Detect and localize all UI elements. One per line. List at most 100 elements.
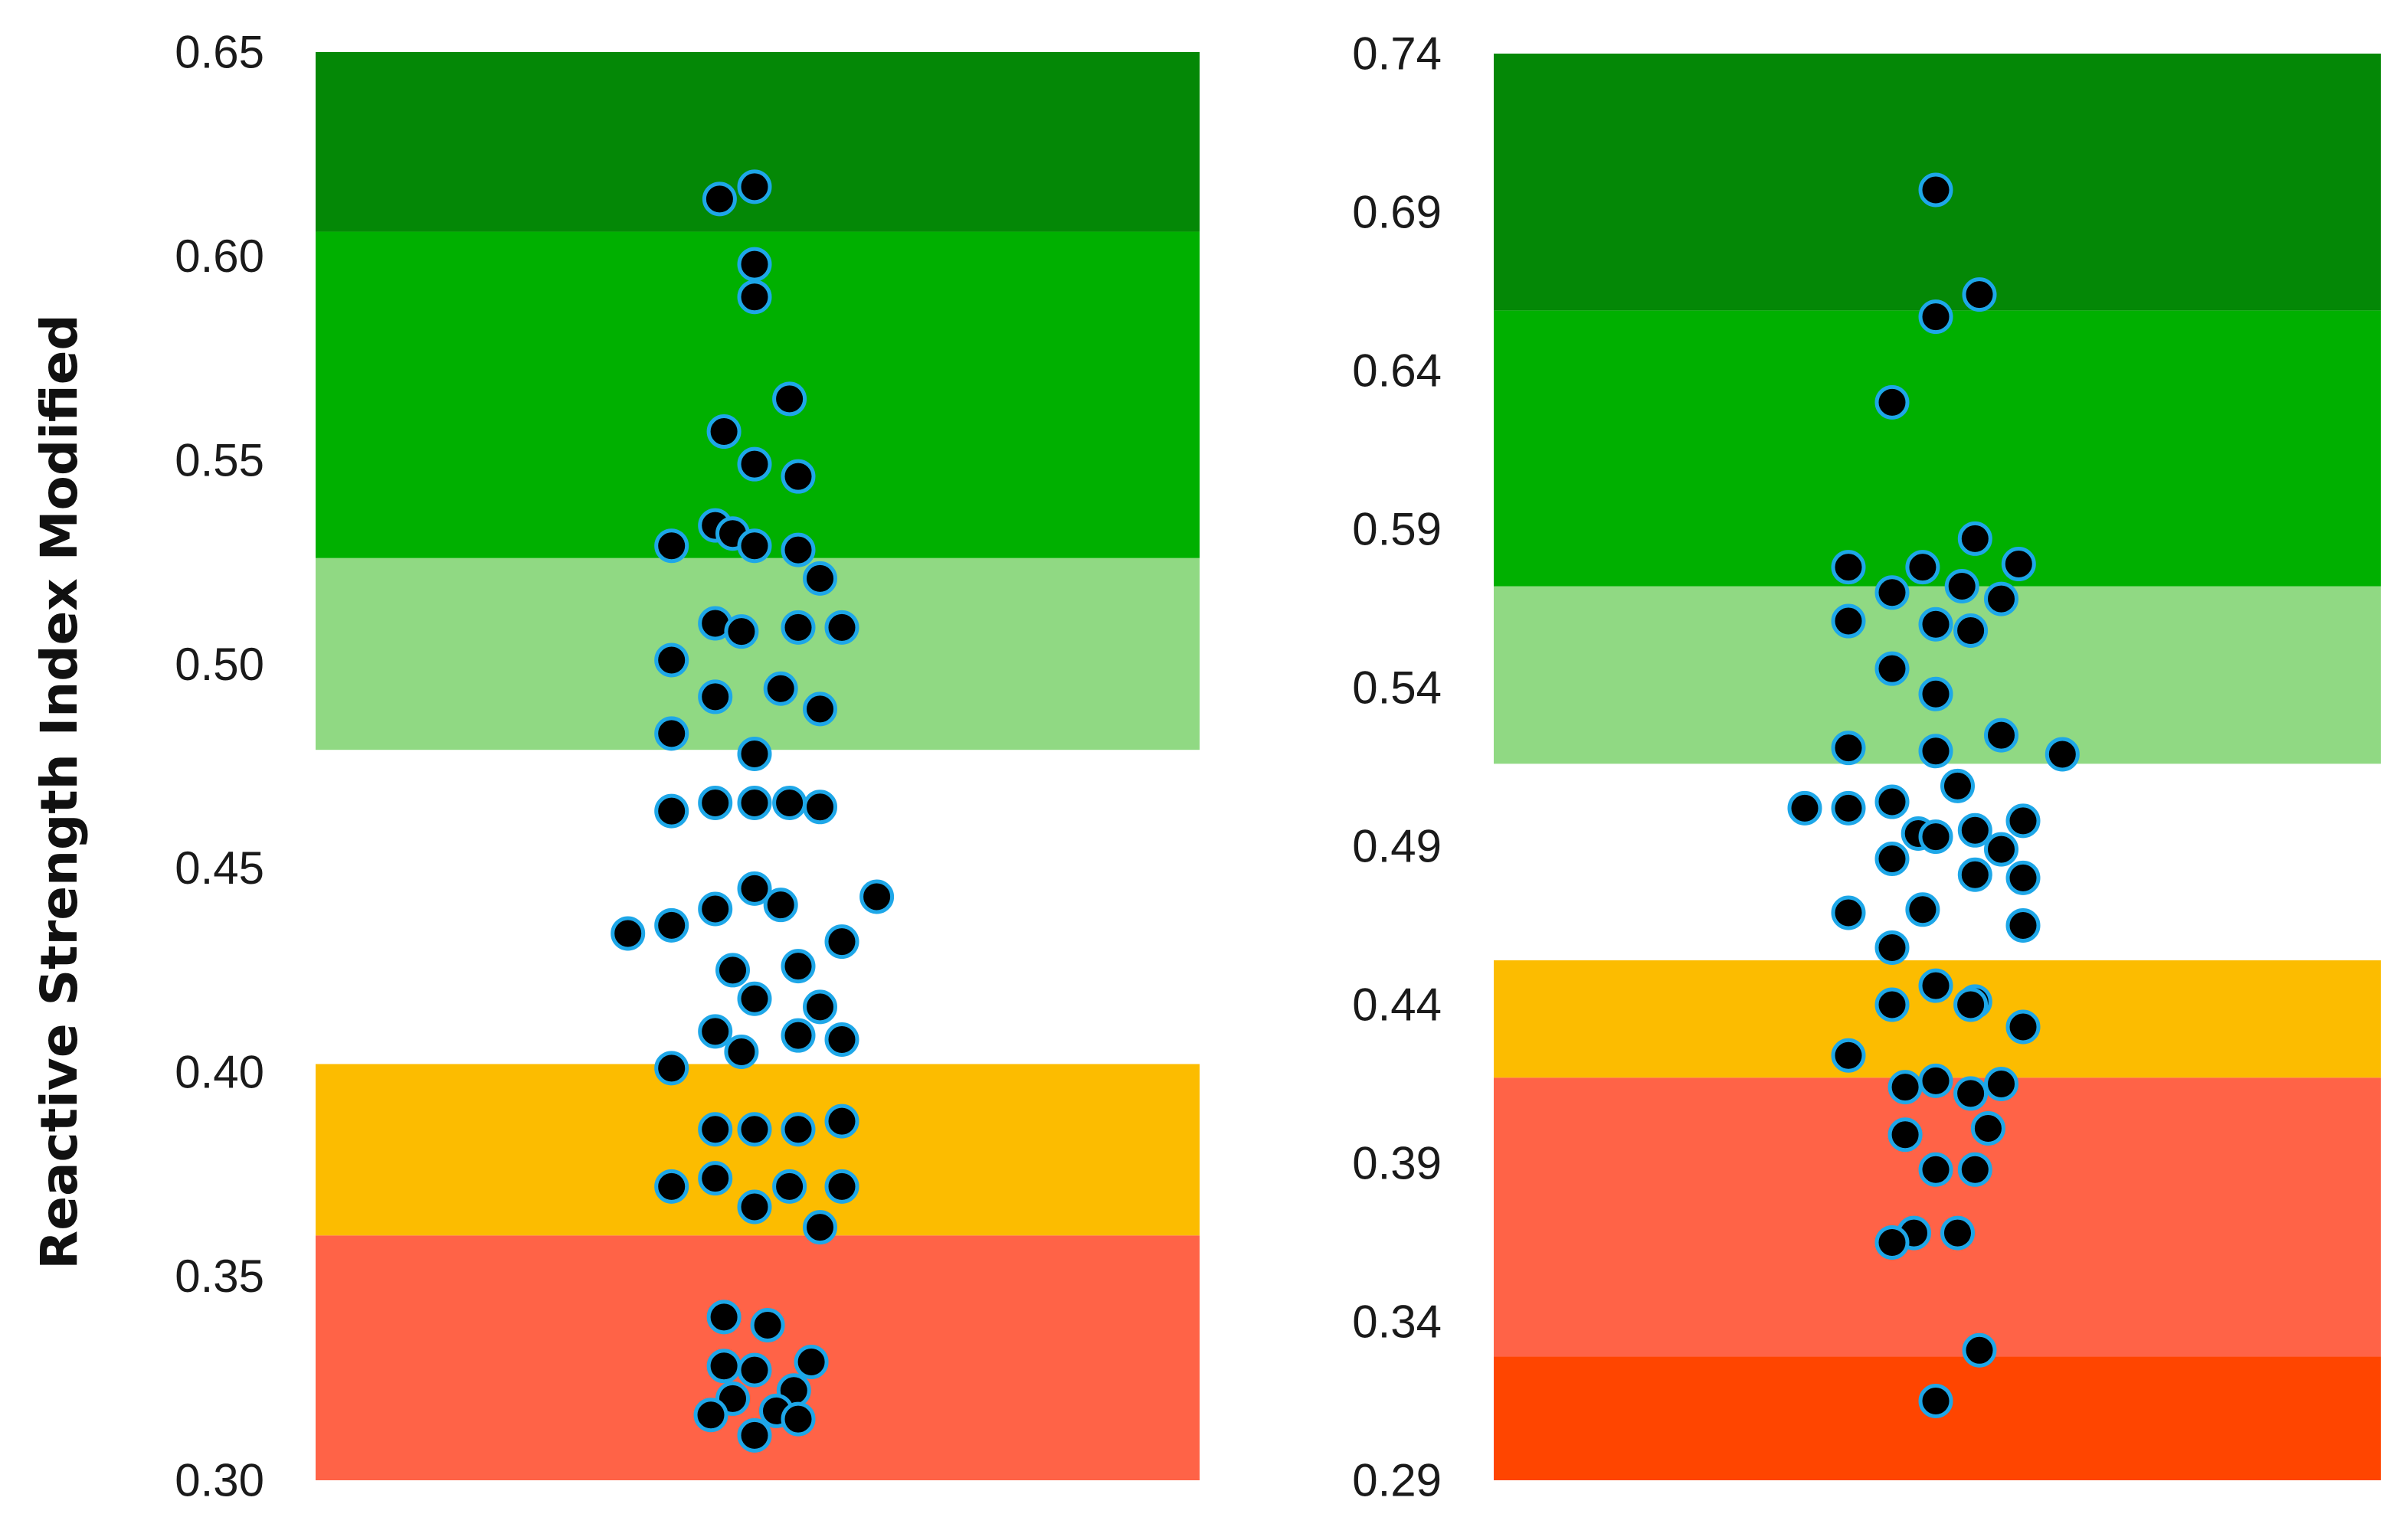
y-tick-label: 0.74 — [1352, 28, 1442, 80]
data-point — [781, 1018, 816, 1053]
band-0 — [1494, 1356, 2381, 1480]
data-point — [1953, 1076, 1989, 1111]
data-point — [2005, 1009, 2041, 1045]
data-point — [2045, 737, 2080, 772]
data-point — [803, 692, 837, 727]
data-point — [1957, 521, 1992, 556]
data-point — [698, 1112, 733, 1147]
y-tick-label: 0.55 — [175, 434, 264, 486]
data-point — [1874, 930, 1910, 965]
data-point — [2005, 860, 2041, 895]
data-point — [1887, 1117, 1923, 1153]
data-point — [824, 1022, 859, 1058]
data-point — [1918, 1152, 1953, 1187]
data-point — [737, 1417, 772, 1453]
y-tick-label: 0.29 — [1352, 1455, 1442, 1506]
data-point — [824, 1104, 859, 1139]
data-point — [611, 916, 646, 951]
data-point — [781, 532, 816, 567]
data-point — [737, 528, 772, 564]
data-point — [803, 561, 837, 596]
data-point — [824, 1169, 859, 1204]
data-point — [737, 280, 772, 315]
y-tick-label: 0.30 — [175, 1455, 264, 1506]
data-point — [2005, 908, 2041, 943]
data-point — [1940, 1215, 1975, 1251]
y-tick-label: 0.44 — [1352, 979, 1442, 1031]
data-point — [1831, 603, 1866, 639]
data-point — [763, 671, 798, 706]
data-point — [1874, 1225, 1910, 1260]
y-tick-label: 0.64 — [1352, 345, 1442, 397]
data-point — [803, 790, 837, 825]
data-point — [654, 907, 689, 943]
band-4 — [316, 52, 1200, 232]
data-point — [693, 1398, 728, 1433]
data-point — [706, 1300, 742, 1335]
data-point — [698, 1014, 733, 1049]
data-point — [824, 924, 859, 960]
data-point — [1874, 987, 1910, 1022]
data-point — [715, 953, 750, 988]
data-point — [1831, 895, 1866, 930]
panel-right: 0.29 0.34 0.39 0.44 0.49 0.54 0.59 0.64 0.69 0.74 — [1352, 28, 2381, 1506]
data-point — [1874, 784, 1910, 819]
data-point — [1918, 1384, 1953, 1418]
data-point — [1831, 731, 1866, 766]
y-tick-label: 0.34 — [1352, 1296, 1442, 1348]
data-point — [1874, 384, 1910, 420]
data-point — [1831, 550, 1866, 585]
data-point — [1918, 676, 1953, 711]
data-point — [772, 1169, 807, 1204]
data-point — [1874, 651, 1910, 686]
data-point — [781, 949, 816, 984]
data-point — [1874, 575, 1910, 610]
band-2 — [316, 557, 1200, 750]
data-point — [654, 716, 689, 751]
data-point — [2005, 803, 2041, 839]
data-point — [737, 446, 772, 482]
data-point — [781, 1112, 816, 1147]
data-point — [654, 642, 689, 678]
data-point — [803, 1210, 837, 1245]
data-point — [1957, 857, 1992, 892]
data-point — [737, 785, 772, 820]
data-point — [702, 181, 737, 217]
panel-left: 0.30 0.35 0.40 0.45 0.50 0.55 0.60 0.65 — [175, 27, 1200, 1506]
data-point — [737, 1352, 772, 1388]
data-point — [750, 1308, 785, 1343]
data-point — [781, 610, 816, 645]
data-point — [654, 793, 689, 829]
data-point — [1905, 892, 1940, 927]
y-tick-label: 0.49 — [1352, 821, 1442, 872]
data-point — [781, 459, 816, 494]
data-point — [737, 981, 772, 1016]
data-point — [1787, 790, 1822, 826]
data-point — [706, 1349, 742, 1384]
data-point — [1918, 734, 1953, 769]
y-axis-label: Reactive Strength Index Modified — [30, 314, 89, 1269]
data-point — [698, 679, 733, 714]
data-point — [737, 1189, 772, 1224]
y-tick-label: 0.65 — [175, 27, 264, 78]
data-point — [698, 1161, 733, 1196]
data-point — [794, 1344, 829, 1379]
data-point — [1970, 1110, 2005, 1146]
data-point — [1957, 813, 1992, 848]
data-point — [737, 169, 772, 204]
y-tick-label: 0.69 — [1352, 187, 1442, 238]
y-tick-label: 0.60 — [175, 231, 264, 282]
data-point — [1905, 550, 1940, 585]
data-point — [1918, 607, 1953, 642]
data-point — [1962, 277, 1997, 312]
band-1 — [1494, 1077, 2381, 1357]
data-point — [1957, 1152, 1992, 1187]
data-point — [1918, 172, 1953, 208]
data-point — [698, 785, 733, 820]
data-point — [737, 247, 772, 282]
data-point — [724, 1035, 759, 1069]
data-point — [763, 888, 798, 923]
data-point — [1953, 987, 1989, 1022]
data-point — [781, 1401, 816, 1437]
